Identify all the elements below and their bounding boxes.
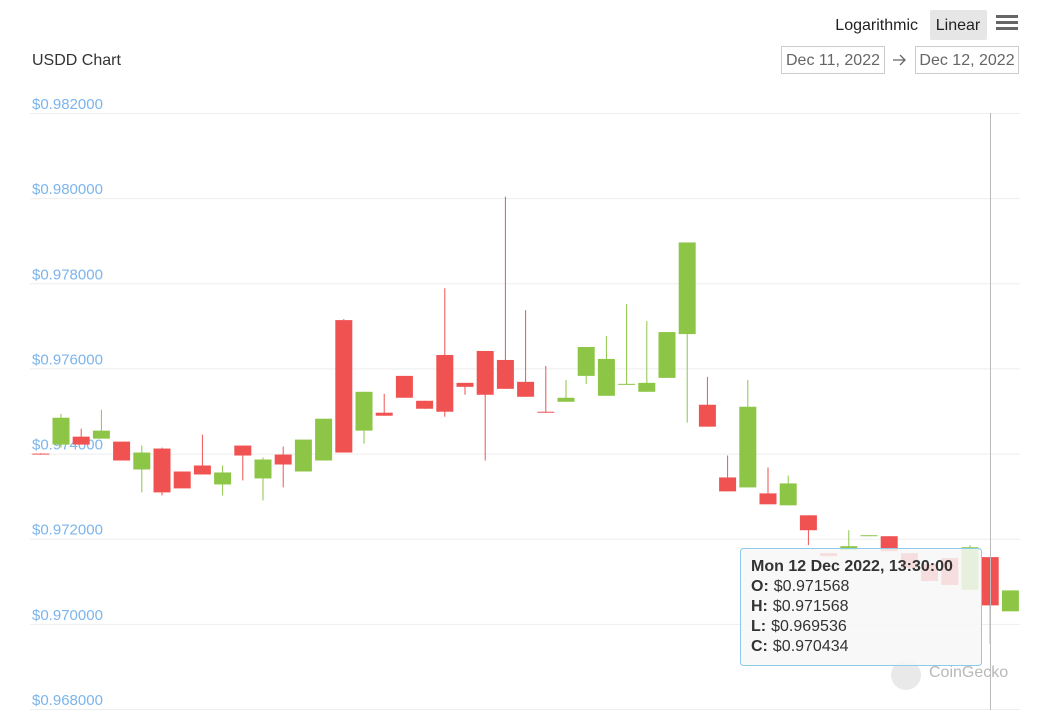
tooltip-box bbox=[740, 548, 982, 666]
range-arrow bbox=[893, 54, 906, 66]
candle-body bbox=[274, 454, 292, 465]
y-tick-label: $0.972000 bbox=[32, 522, 103, 539]
candle-body bbox=[72, 436, 90, 445]
from-input[interactable] bbox=[781, 46, 885, 74]
linear-button[interactable]: Linear bbox=[936, 17, 981, 34]
to-input[interactable] bbox=[915, 46, 1019, 74]
scale-toggle: Logarithmic Linear bbox=[835, 10, 987, 40]
candle-body bbox=[739, 406, 757, 488]
candle-body bbox=[537, 411, 555, 413]
candle-body bbox=[799, 515, 817, 531]
candle-body bbox=[52, 417, 70, 445]
candle-body bbox=[113, 441, 131, 461]
candle-body bbox=[638, 382, 656, 392]
chart-title: USDD Chart bbox=[32, 52, 121, 69]
tooltip-label: L: bbox=[751, 618, 766, 635]
candle-body bbox=[779, 483, 797, 506]
candle-body bbox=[678, 242, 696, 335]
y-tick-label: $0.968000 bbox=[32, 692, 103, 709]
candle-body bbox=[456, 382, 474, 387]
candle-body bbox=[719, 477, 737, 492]
candle-body bbox=[759, 493, 777, 505]
linear-button-bg[interactable] bbox=[930, 10, 987, 40]
candle-body bbox=[335, 320, 353, 453]
candle-body bbox=[416, 400, 434, 409]
tooltip-value: $0.971568 bbox=[773, 598, 849, 615]
candle-body bbox=[658, 332, 676, 378]
tooltip-label: O: bbox=[751, 578, 769, 595]
y-tick-label: $0.978000 bbox=[32, 266, 103, 283]
candle-body bbox=[618, 383, 636, 385]
menu-bar bbox=[996, 27, 1018, 30]
candle-body bbox=[254, 459, 272, 479]
candle-body bbox=[496, 359, 514, 389]
candle-body bbox=[153, 448, 171, 493]
candle-body bbox=[395, 375, 413, 398]
candle-body bbox=[1001, 590, 1019, 612]
candle-body bbox=[193, 465, 211, 475]
y-tick-label: $0.980000 bbox=[32, 181, 103, 198]
y-tick-label: $0.976000 bbox=[32, 351, 103, 368]
candle-body bbox=[698, 404, 716, 427]
candle-body bbox=[577, 347, 595, 376]
y-tick-label: $0.970000 bbox=[32, 607, 103, 624]
candle-body bbox=[234, 445, 252, 456]
candle-body bbox=[880, 536, 898, 552]
candle-body bbox=[557, 397, 575, 402]
menu-bar bbox=[996, 15, 1018, 18]
candle-body bbox=[173, 471, 191, 489]
watermark-text: CoinGecko bbox=[929, 664, 1008, 681]
from-date: Dec 11, 2022 bbox=[786, 52, 880, 69]
to-date: Dec 12, 2022 bbox=[919, 52, 1014, 69]
candle-body bbox=[436, 354, 454, 412]
tooltip-value: $0.971568 bbox=[774, 578, 850, 595]
candle-body bbox=[315, 418, 333, 461]
tooltip-value: $0.969536 bbox=[771, 618, 847, 635]
tooltip-value: $0.970434 bbox=[773, 638, 849, 655]
tooltip-title: Mon 12 Dec 2022, 13:30:00 bbox=[751, 558, 953, 575]
watermark-logo bbox=[891, 660, 921, 690]
candle-body bbox=[375, 412, 393, 416]
menu-button[interactable] bbox=[996, 15, 1018, 30]
log-button[interactable]: Logarithmic bbox=[835, 17, 918, 34]
candle-body bbox=[355, 391, 373, 431]
candle-body bbox=[597, 358, 615, 396]
candle-body bbox=[476, 350, 494, 395]
candle-body bbox=[860, 535, 878, 537]
candle-body bbox=[32, 453, 50, 455]
candle-body bbox=[92, 430, 110, 439]
candle-body bbox=[133, 452, 151, 470]
candle-body bbox=[214, 472, 232, 485]
y-tick-label: $0.982000 bbox=[32, 96, 103, 113]
watermark: CoinGecko bbox=[891, 660, 1008, 690]
menu-bar bbox=[996, 21, 1018, 24]
candle-body bbox=[517, 381, 535, 397]
tooltip-label: H: bbox=[751, 598, 768, 615]
tooltip-label: C: bbox=[751, 638, 768, 655]
candle-body bbox=[294, 439, 312, 472]
